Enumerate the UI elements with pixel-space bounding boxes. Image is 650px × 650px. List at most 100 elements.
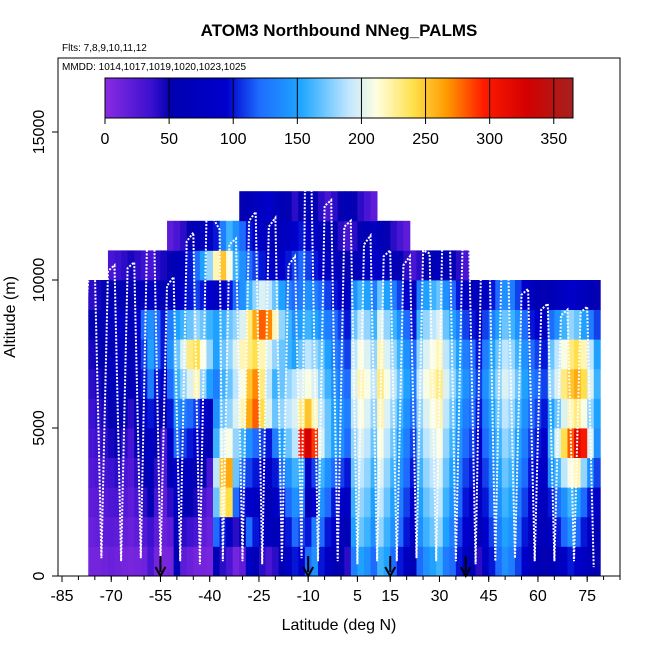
heatmap-cell [331, 368, 339, 399]
heatmap-cell [245, 368, 253, 399]
heatmap-cell [107, 250, 115, 281]
heatmap-cell [587, 309, 595, 340]
heatmap-cell [331, 250, 339, 281]
heatmap-cell [508, 546, 516, 576]
heatmap-cell [173, 280, 181, 310]
heatmap-cell [134, 487, 142, 518]
heatmap-cell [239, 250, 247, 281]
heatmap-cell [587, 339, 595, 370]
heatmap-cell [508, 516, 516, 547]
heatmap-cell [206, 220, 214, 251]
heatmap-cell [121, 250, 129, 281]
heatmap-cell [554, 457, 562, 488]
heatmap-cell [541, 339, 549, 370]
x-tick-label: -10 [297, 588, 320, 605]
heatmap-cell [88, 457, 96, 488]
heatmap-cell [593, 546, 601, 576]
heatmap-cell [180, 546, 188, 576]
heatmap-cell [147, 368, 155, 399]
heatmap-cell [245, 309, 253, 340]
heatmap-cell [547, 487, 555, 518]
heatmap-cell [442, 428, 450, 458]
heatmap-cell [167, 428, 174, 458]
heatmap-cell [239, 457, 247, 488]
heatmap-cell [245, 280, 253, 310]
heatmap-cell [245, 191, 253, 222]
heatmap-cell [186, 339, 194, 370]
heatmap-cell [311, 220, 319, 251]
heatmap-cell [101, 546, 109, 576]
heatmap-cell [377, 487, 385, 518]
heatmap-cell [278, 398, 286, 429]
heatmap-cell [462, 398, 470, 429]
heatmap-cell [482, 457, 490, 488]
heatmap-cell [403, 280, 411, 310]
heatmap-cell [265, 487, 273, 518]
heatmap-cell [377, 516, 385, 547]
heatmap-cell [574, 457, 582, 488]
y-tick-label: 15000 [31, 110, 48, 155]
heatmap-cell [219, 457, 227, 488]
heatmap-cell [252, 457, 260, 488]
heatmap-cell [442, 398, 450, 429]
heatmap-cell [285, 398, 293, 429]
heatmap-cell [127, 368, 135, 399]
heatmap-cell [377, 220, 385, 251]
heatmap-cell [212, 368, 220, 399]
heatmap-cell [186, 368, 194, 399]
heatmap-cell [350, 487, 358, 518]
heatmap-cell [258, 339, 266, 370]
heatmap-cell [245, 487, 253, 518]
colorbar-tick-label: 300 [476, 131, 503, 148]
heatmap-cell [363, 516, 371, 547]
heatmap-cell [462, 309, 470, 340]
heatmap-cell [140, 428, 148, 458]
heatmap-cell [508, 309, 516, 340]
heatmap-cell [304, 339, 312, 370]
heatmap-cell [245, 546, 253, 576]
heatmap-cell [219, 339, 227, 370]
heatmap-cell [482, 487, 490, 518]
heatmap-cell [258, 457, 266, 488]
heatmap-cell [167, 546, 174, 576]
heatmap-cell [488, 339, 496, 370]
heatmap-cell [383, 428, 391, 458]
heatmap-cell [245, 250, 253, 281]
heatmap-cell [436, 280, 444, 310]
heatmap-cell [147, 309, 155, 340]
heatmap-cell [193, 546, 201, 576]
heatmap-cell [363, 368, 371, 399]
heatmap-cell [232, 368, 240, 399]
heatmap-cell [469, 457, 476, 488]
heatmap-cell [291, 309, 299, 340]
heatmap-cell [416, 487, 424, 518]
heatmap-cell [409, 339, 417, 370]
heatmap-cell [140, 516, 148, 547]
y-tick-label: 5000 [31, 410, 48, 446]
x-tick-label: -70 [100, 588, 123, 605]
heatmap-cell [173, 309, 181, 340]
heatmap-cell [199, 368, 207, 399]
heatmap-cell [331, 457, 339, 488]
heatmap-cell [409, 280, 417, 310]
colorbar-tick-label: 50 [160, 131, 178, 148]
heatmap-cell [278, 368, 286, 399]
heatmap-cell [153, 339, 161, 370]
heatmap-cell [212, 546, 220, 576]
heatmap-cell [574, 339, 582, 370]
heatmap-cell [285, 250, 293, 281]
heatmap-cell [278, 250, 286, 281]
heatmap-cell [462, 280, 470, 310]
heatmap-cell [147, 250, 155, 281]
heatmap-cell [324, 546, 332, 576]
heatmap-cell [199, 546, 207, 576]
heatmap-cell [140, 339, 148, 370]
heatmap-cell [114, 309, 122, 340]
heatmap-cell [449, 516, 457, 547]
heatmap-cell [383, 398, 391, 429]
heatmap-cell [199, 487, 207, 518]
heatmap-cell [285, 191, 293, 222]
heatmap-cell [534, 280, 542, 310]
colorbar-tick-label: 100 [220, 131, 247, 148]
heatmap-cell [180, 368, 188, 399]
